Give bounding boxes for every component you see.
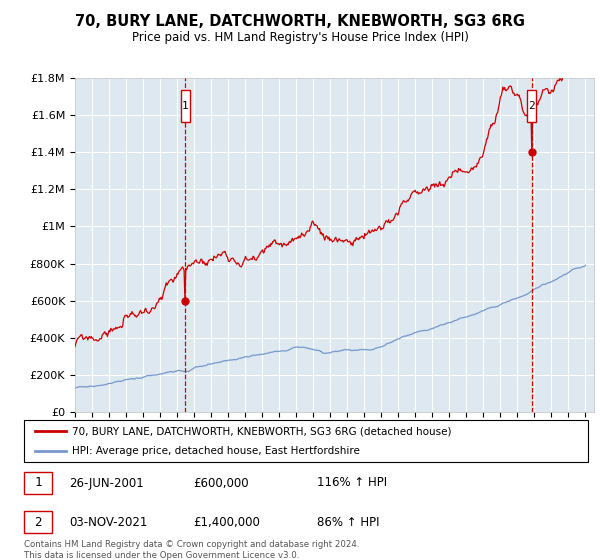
Text: 86% ↑ HPI: 86% ↑ HPI — [317, 516, 380, 529]
Text: 2: 2 — [529, 101, 535, 111]
Text: Price paid vs. HM Land Registry's House Price Index (HPI): Price paid vs. HM Land Registry's House … — [131, 31, 469, 44]
Text: 2: 2 — [34, 516, 42, 529]
Text: HPI: Average price, detached house, East Hertfordshire: HPI: Average price, detached house, East… — [72, 446, 360, 456]
Bar — [24, 472, 52, 494]
Text: 70, BURY LANE, DATCHWORTH, KNEBWORTH, SG3 6RG: 70, BURY LANE, DATCHWORTH, KNEBWORTH, SG… — [75, 14, 525, 29]
Text: 70, BURY LANE, DATCHWORTH, KNEBWORTH, SG3 6RG (detached house): 70, BURY LANE, DATCHWORTH, KNEBWORTH, SG… — [72, 426, 451, 436]
Text: 116% ↑ HPI: 116% ↑ HPI — [317, 477, 388, 489]
Text: 1: 1 — [34, 477, 42, 489]
Text: 1: 1 — [182, 101, 188, 111]
Text: 26-JUN-2001: 26-JUN-2001 — [69, 477, 144, 489]
Text: £600,000: £600,000 — [193, 477, 249, 489]
Text: £1,400,000: £1,400,000 — [193, 516, 260, 529]
FancyBboxPatch shape — [181, 90, 190, 122]
FancyBboxPatch shape — [527, 90, 536, 122]
Bar — [24, 511, 52, 533]
Text: 03-NOV-2021: 03-NOV-2021 — [69, 516, 148, 529]
Text: Contains HM Land Registry data © Crown copyright and database right 2024.
This d: Contains HM Land Registry data © Crown c… — [24, 540, 359, 560]
